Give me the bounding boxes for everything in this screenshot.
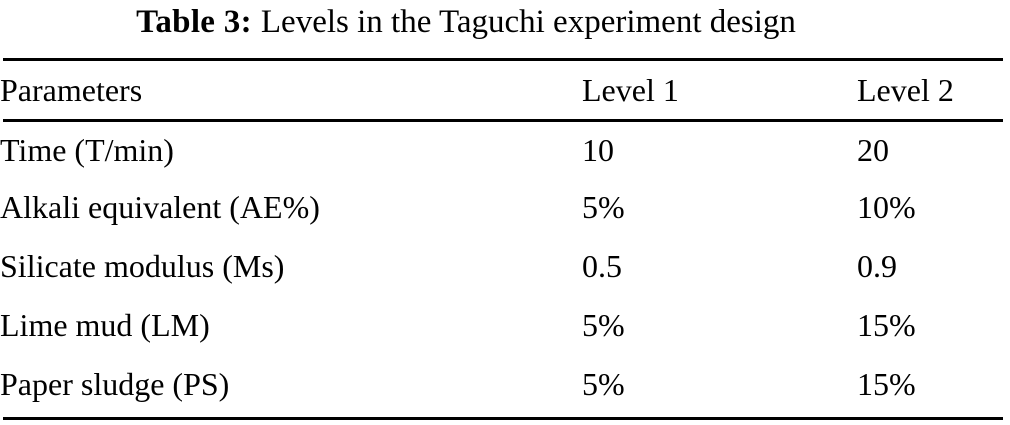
cell-parameter: Time (T/min) <box>0 131 174 168</box>
table-row: Time (T/min) 10 20 <box>0 119 1010 178</box>
table-header-rule <box>3 119 1003 122</box>
table-caption: Table 3: Levels in the Taguchi experiment… <box>0 0 1010 50</box>
cell-parameter: Alkali equivalent (AE%) <box>0 189 320 225</box>
taguchi-levels-table: Parameters Level 1 Level 2 Time (T/min) … <box>0 61 1010 414</box>
table-caption-label: Table 3: <box>136 4 252 40</box>
cell-level-2: 15% <box>857 307 916 343</box>
table-caption-text: Levels in the Taguchi experiment design <box>260 4 796 40</box>
cell-level-1: 5% <box>582 189 625 225</box>
cell-level-1: 10 <box>582 131 614 168</box>
cell-parameter: Silicate modulus (Ms) <box>0 248 285 284</box>
column-header-level-2: Level 2 <box>857 71 954 108</box>
cell-level-1: 0.5 <box>582 248 622 284</box>
cell-level-2: 10% <box>857 189 916 225</box>
cell-level-2: 0.9 <box>857 248 897 284</box>
table-row: Lime mud (LM) 5% 15% <box>0 296 1010 355</box>
cell-level-2: 15% <box>857 366 916 402</box>
table-header-row: Parameters Level 1 Level 2 <box>0 61 1010 119</box>
table-top-rule <box>3 58 1003 61</box>
column-header-parameters: Parameters <box>0 71 143 108</box>
table-row: Paper sludge (PS) 5% 15% <box>0 355 1010 414</box>
cell-parameter: Paper sludge (PS) <box>0 366 230 402</box>
table-bottom-rule <box>3 417 1003 420</box>
cell-level-2: 20 <box>857 131 889 168</box>
cell-parameter: Lime mud (LM) <box>0 307 210 343</box>
table-row: Alkali equivalent (AE%) 5% 10% <box>0 178 1010 237</box>
cell-level-1: 5% <box>582 366 625 402</box>
table-row: Silicate modulus (Ms) 0.5 0.9 <box>0 237 1010 296</box>
column-header-level-1: Level 1 <box>582 71 679 108</box>
cell-level-1: 5% <box>582 307 625 343</box>
